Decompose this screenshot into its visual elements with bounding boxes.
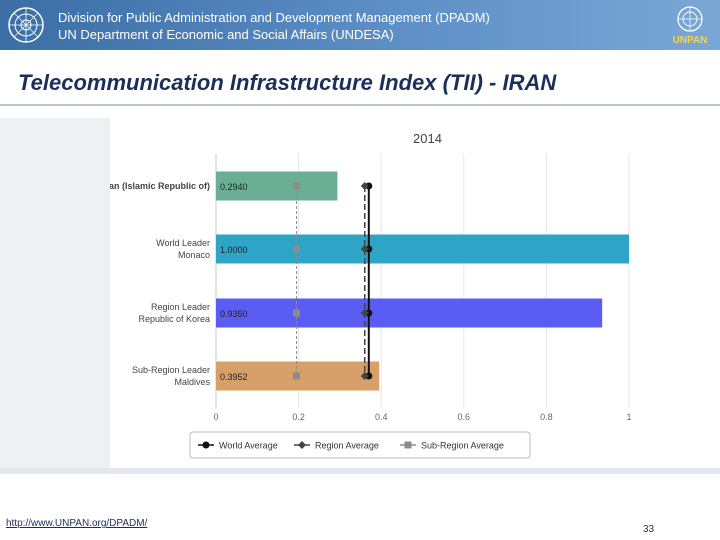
page-number: 33 — [643, 524, 655, 535]
sub-region-average-marker-1 — [293, 245, 301, 253]
chart-title: 2014 — [413, 131, 442, 146]
bottom-band — [0, 468, 720, 474]
title-divider — [0, 104, 720, 106]
side-band — [0, 118, 110, 468]
unpan-logo-icon: UNPAN — [673, 6, 708, 46]
legend-box — [189, 431, 531, 459]
legend-marker-2 — [404, 441, 412, 449]
category-label-1-0: World Leader — [156, 238, 210, 248]
bar-value-label-2: 0.9350 — [220, 309, 248, 319]
world-average-marker-2 — [365, 309, 373, 317]
category-label-3-1: Maldives — [174, 377, 210, 387]
sub-region-average-marker-0 — [293, 182, 301, 190]
bar-value-label-3: 0.3952 — [220, 372, 248, 382]
x-tick-label-5: 1 — [626, 412, 631, 422]
slide-title: Telecommunication Infrastructure Index (… — [18, 70, 557, 95]
sub-region-average-marker-2 — [293, 309, 301, 317]
header-banner: Division for Public Administration and D… — [0, 0, 720, 50]
world-average-marker-3 — [365, 372, 373, 380]
bar-0 — [216, 171, 338, 201]
tii-bar-chart: 2014 0.2940 Iran (Islamic Republic of) 1.00… — [103, 131, 632, 459]
category-label-3-0: Sub-Region Leader — [132, 365, 210, 375]
category-label-2-0: Region Leader — [151, 302, 210, 312]
region-average-marker-2 — [360, 309, 369, 317]
region-average-marker-0 — [360, 182, 369, 190]
category-label-1-1: Monaco — [178, 250, 210, 260]
x-tick-label-1: 0.2 — [292, 412, 305, 422]
legend-label-2: Sub-Region Average — [421, 441, 504, 451]
x-tick-label-2: 0.4 — [375, 412, 388, 422]
legend-marker-0 — [202, 441, 210, 449]
legend-label-1: Region Average — [315, 441, 379, 451]
region-average-marker-3 — [360, 372, 369, 380]
legend-marker-1 — [298, 441, 306, 449]
sub-region-average-marker-3 — [293, 372, 301, 380]
x-tick-label-3: 0.6 — [458, 412, 471, 422]
bar-value-label-0: 0.2940 — [220, 182, 248, 192]
world-average-marker-0 — [365, 182, 373, 190]
unpan-logo-text: UNPAN — [673, 35, 708, 46]
category-label-2-1: Republic of Korea — [138, 314, 210, 324]
category-label-0-0: Iran (Islamic Republic of) — [110, 181, 210, 191]
chart-panel: 2014 0.2940 Iran (Islamic Republic of) 1.00… — [103, 118, 720, 468]
header-department-name: UN Department of Economic and Social Aff… — [58, 27, 394, 42]
bar-2 — [216, 298, 603, 328]
bar-1 — [216, 234, 629, 264]
bar-value-label-1: 1.0000 — [220, 245, 248, 255]
x-tick-label-4: 0.8 — [540, 412, 553, 422]
region-average-marker-1 — [360, 245, 369, 253]
un-emblem-icon — [8, 7, 44, 43]
footer-link[interactable]: http://www.UNPAN.org/DPADM/ — [6, 518, 148, 529]
header-division-name: Division for Public Administration and D… — [58, 10, 490, 25]
world-average-marker-1 — [365, 245, 373, 253]
legend-label-0: World Average — [219, 441, 278, 451]
x-tick-label-0: 0 — [213, 412, 218, 422]
